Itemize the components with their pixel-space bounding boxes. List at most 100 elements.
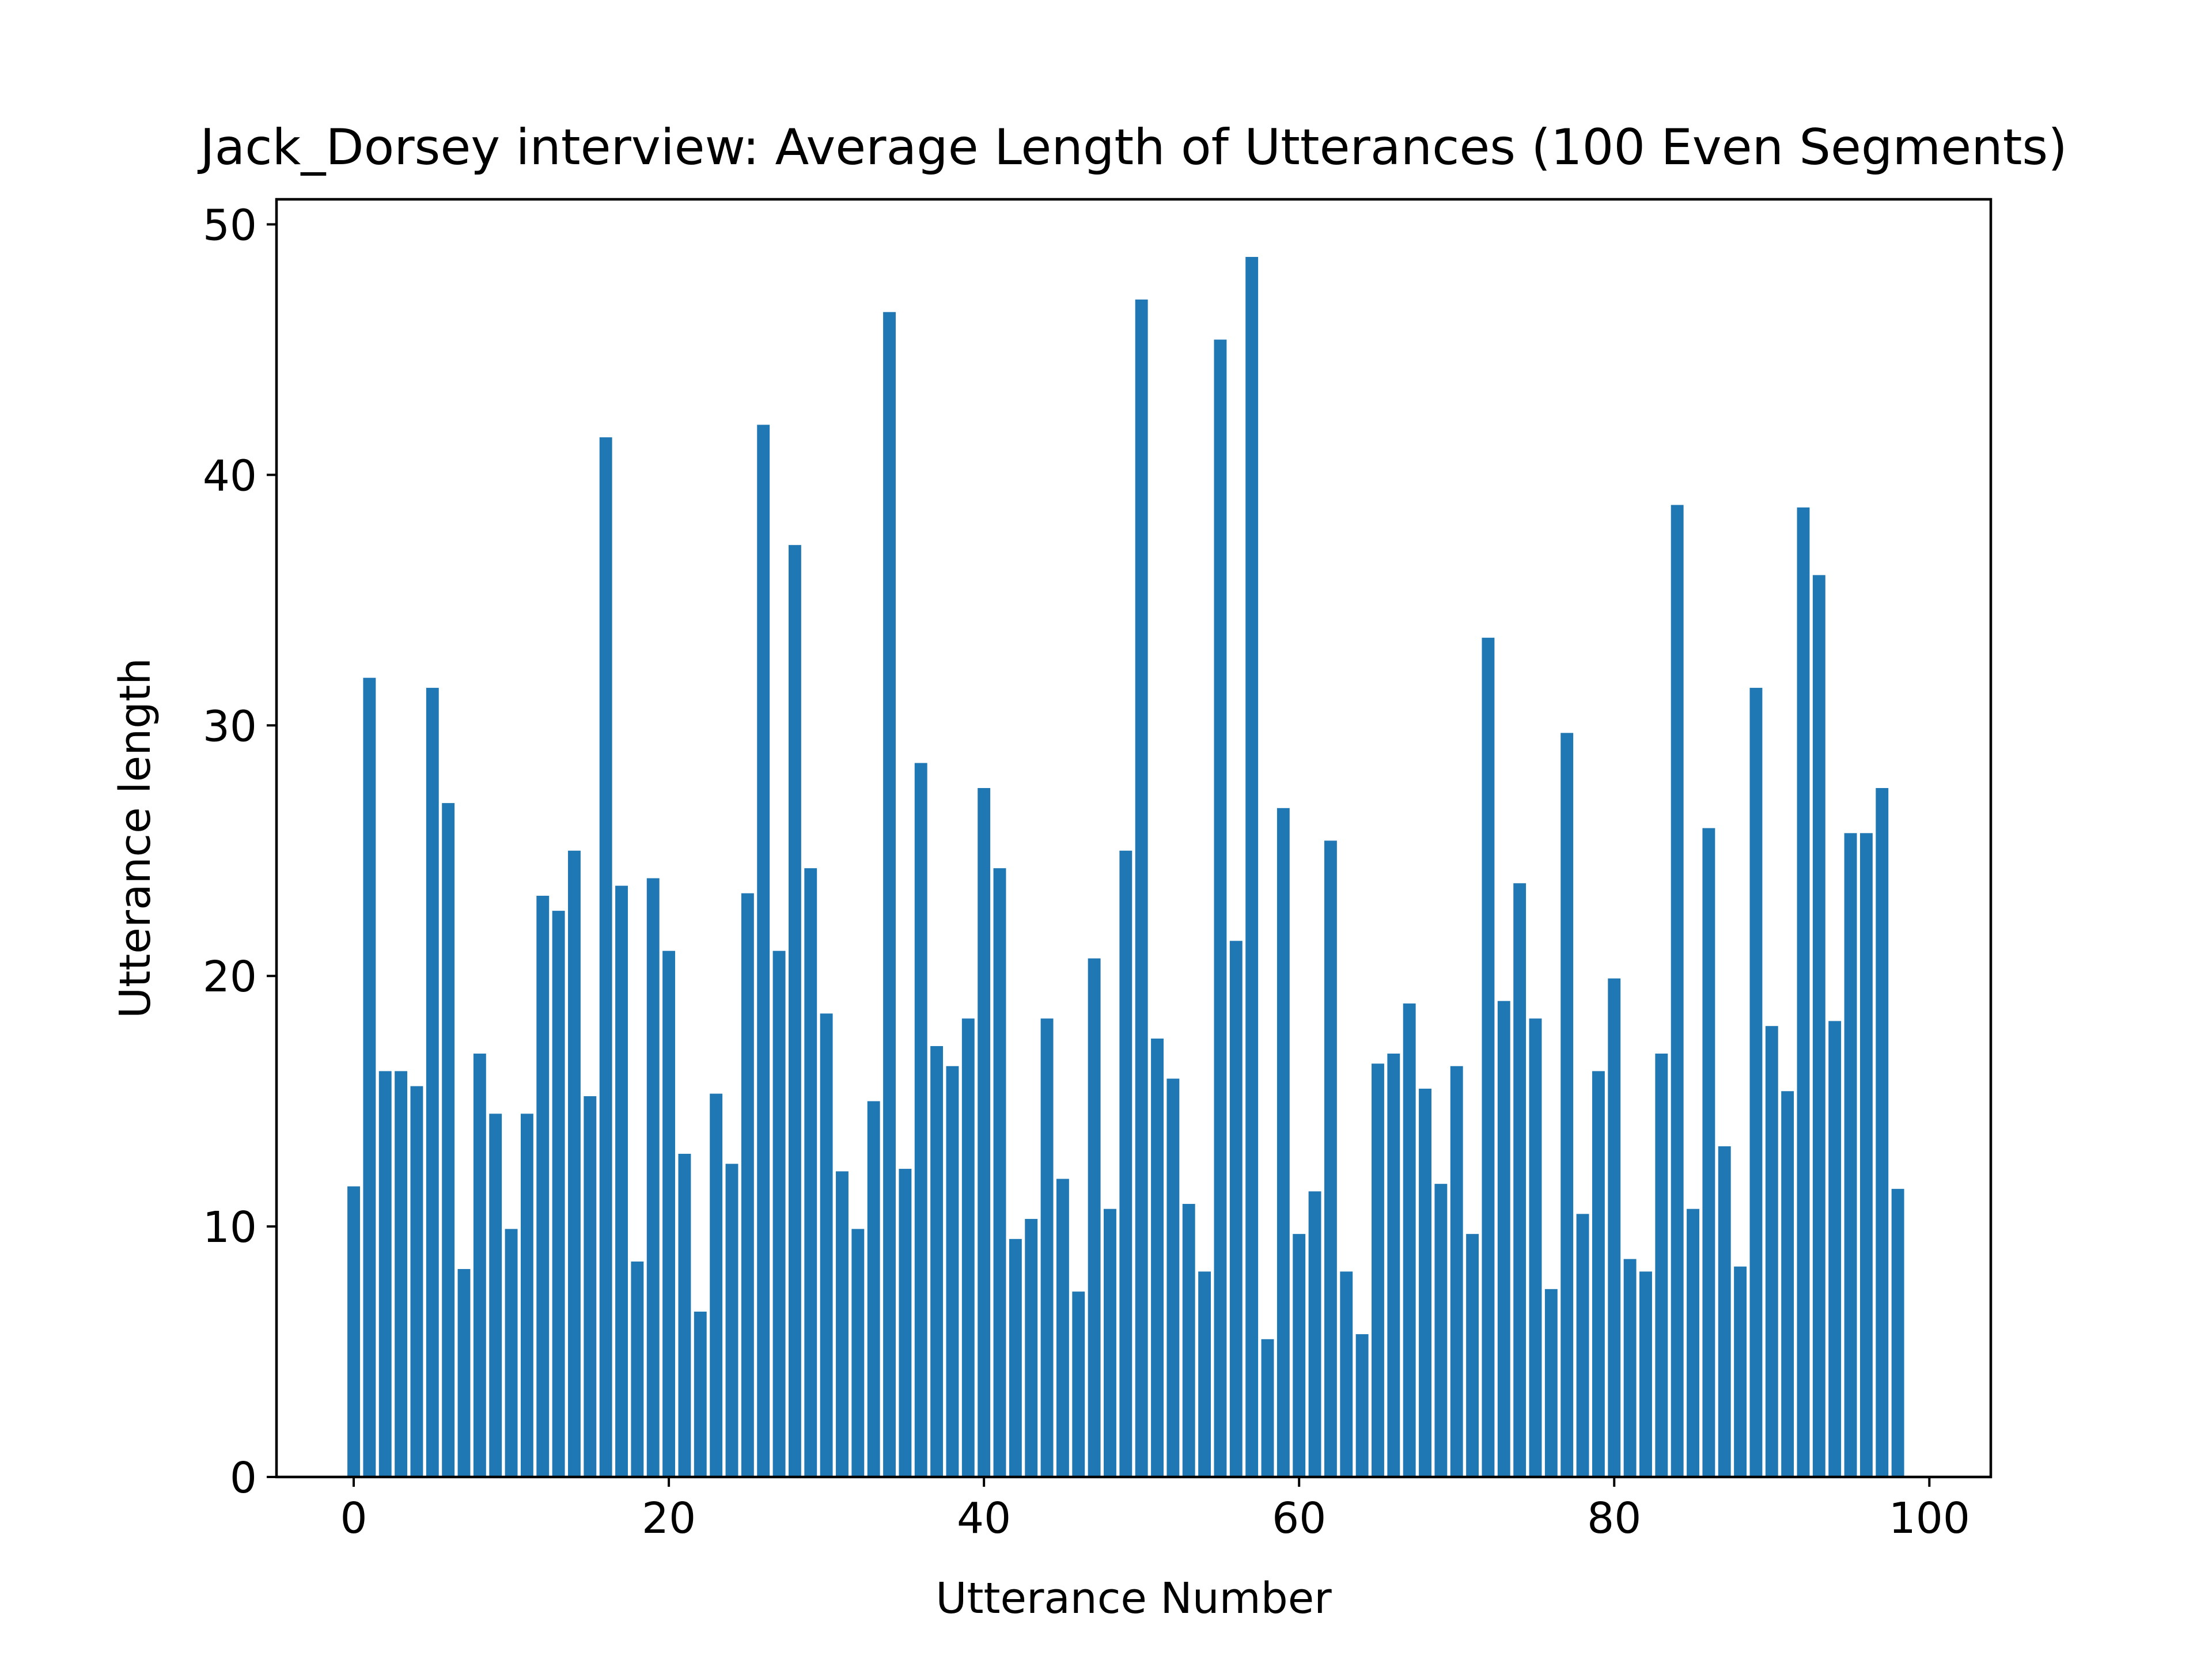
- bar-3: [395, 1071, 408, 1477]
- y-tick-label: 40: [203, 451, 257, 501]
- bar-37: [930, 1046, 944, 1477]
- bar-57: [1245, 257, 1259, 1477]
- bar-12: [536, 896, 550, 1477]
- bar-34: [883, 312, 896, 1478]
- bar-79: [1592, 1071, 1605, 1477]
- bars-group: [347, 257, 1904, 1478]
- bar-87: [1718, 1146, 1731, 1477]
- bar-36: [914, 763, 927, 1477]
- bar-5: [426, 688, 439, 1477]
- bar-20: [662, 950, 676, 1477]
- x-tick-label: 20: [642, 1494, 696, 1543]
- bar-89: [1749, 688, 1763, 1477]
- bar-71: [1466, 1234, 1479, 1477]
- bar-82: [1639, 1271, 1652, 1477]
- bar-51: [1151, 1038, 1164, 1477]
- bar-35: [899, 1169, 912, 1477]
- bar-47: [1088, 958, 1101, 1477]
- x-axis-label: Utterance Number: [935, 1574, 1332, 1623]
- bar-72: [1482, 638, 1495, 1477]
- bar-86: [1702, 828, 1715, 1477]
- bar-13: [552, 911, 565, 1477]
- chart-title: Jack_Dorsey interview: Average Length of…: [197, 119, 2067, 176]
- bar-52: [1166, 1078, 1180, 1477]
- bar-85: [1687, 1209, 1699, 1477]
- x-axis: 0 20 40 60 80 100: [340, 1477, 1970, 1543]
- bar-33: [867, 1101, 880, 1477]
- bar-24: [725, 1164, 738, 1477]
- y-tick-label: 10: [203, 1203, 257, 1252]
- bar-7: [457, 1269, 471, 1477]
- bar-68: [1419, 1088, 1431, 1477]
- bar-40: [978, 788, 991, 1477]
- bar-96: [1859, 833, 1873, 1477]
- x-tick-label: 60: [1272, 1494, 1326, 1543]
- bar-50: [1135, 299, 1148, 1478]
- bar-92: [1797, 507, 1810, 1478]
- bar-44: [1040, 1018, 1054, 1477]
- y-tick-label: 20: [203, 952, 257, 1002]
- bar-83: [1655, 1054, 1668, 1477]
- y-tick-label: 30: [203, 702, 257, 751]
- y-axis: 0 10 20 30 40 50: [203, 200, 276, 1503]
- bar-16: [599, 437, 612, 1478]
- bar-76: [1544, 1289, 1558, 1477]
- bar-45: [1056, 1179, 1069, 1477]
- bar-75: [1529, 1018, 1542, 1477]
- bar-6: [442, 803, 455, 1477]
- bar-31: [836, 1171, 849, 1477]
- bar-94: [1828, 1021, 1842, 1477]
- bar-70: [1450, 1066, 1463, 1477]
- x-tick-label: 80: [1587, 1494, 1641, 1543]
- bar-21: [678, 1153, 691, 1477]
- bar-95: [1844, 833, 1857, 1477]
- bar-69: [1434, 1184, 1448, 1477]
- bar-93: [1812, 575, 1825, 1477]
- bar-15: [584, 1096, 597, 1477]
- bar-90: [1765, 1026, 1778, 1477]
- bar-29: [804, 868, 817, 1477]
- bar-65: [1372, 1063, 1384, 1477]
- bar-67: [1403, 1003, 1416, 1477]
- x-tick-label: 0: [340, 1494, 367, 1543]
- bar-22: [694, 1311, 707, 1477]
- bar-23: [710, 1093, 723, 1477]
- bar-27: [772, 950, 786, 1477]
- bar-73: [1497, 1001, 1510, 1477]
- bar-26: [757, 425, 770, 1478]
- bar-55: [1214, 339, 1227, 1477]
- bar-8: [473, 1054, 486, 1477]
- bar-77: [1560, 733, 1574, 1477]
- bar-25: [741, 893, 754, 1477]
- bar-46: [1072, 1291, 1085, 1477]
- bar-91: [1781, 1091, 1794, 1477]
- bar-74: [1513, 883, 1527, 1477]
- y-axis-label: Utterance length: [111, 658, 160, 1018]
- bar-97: [1876, 788, 1889, 1477]
- bar-18: [631, 1261, 644, 1477]
- bar-42: [1009, 1238, 1022, 1477]
- bar-58: [1261, 1339, 1274, 1477]
- bar-78: [1576, 1214, 1589, 1477]
- bar-17: [615, 885, 628, 1477]
- bar-98: [1891, 1188, 1904, 1477]
- bar-19: [646, 878, 660, 1477]
- bar-14: [568, 850, 581, 1477]
- bar-32: [851, 1229, 865, 1477]
- bar-66: [1387, 1054, 1400, 1477]
- bar-48: [1104, 1209, 1116, 1477]
- x-tick-label: 40: [957, 1494, 1011, 1543]
- bar-41: [993, 868, 1006, 1477]
- bar-60: [1293, 1234, 1306, 1477]
- bar-30: [820, 1013, 833, 1477]
- bar-84: [1671, 505, 1684, 1477]
- y-tick-label: 50: [203, 200, 257, 250]
- bar-59: [1277, 808, 1290, 1477]
- bar-53: [1182, 1203, 1195, 1477]
- bar-4: [410, 1086, 423, 1477]
- bar-54: [1198, 1271, 1211, 1477]
- bar-1: [363, 677, 376, 1477]
- bar-64: [1355, 1334, 1369, 1477]
